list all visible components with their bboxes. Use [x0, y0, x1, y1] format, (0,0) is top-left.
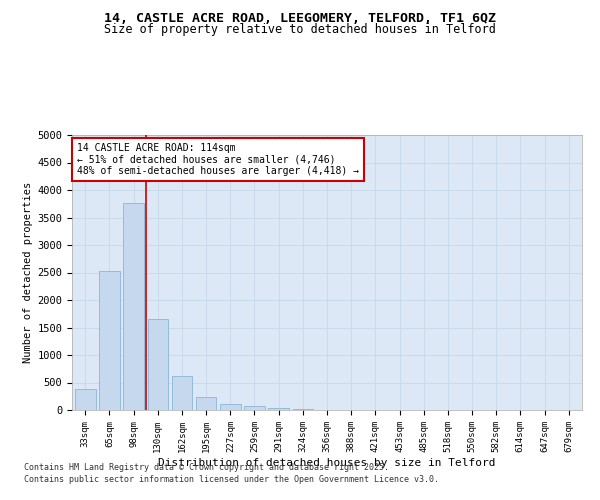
Bar — [148, 320, 168, 410]
Text: 14, CASTLE ACRE ROAD, LEEGOMERY, TELFORD, TF1 6QZ: 14, CASTLE ACRE ROAD, LEEGOMERY, TELFORD… — [104, 12, 496, 26]
Text: Contains HM Land Registry data © Crown copyright and database right 2025.: Contains HM Land Registry data © Crown c… — [24, 464, 389, 472]
Bar — [268, 408, 289, 410]
Bar — [244, 406, 265, 410]
Y-axis label: Number of detached properties: Number of detached properties — [23, 182, 33, 363]
Bar — [75, 388, 95, 410]
Bar — [196, 397, 217, 410]
Text: Size of property relative to detached houses in Telford: Size of property relative to detached ho… — [104, 22, 496, 36]
Text: Contains public sector information licensed under the Open Government Licence v3: Contains public sector information licen… — [24, 475, 439, 484]
Bar — [220, 404, 241, 410]
Bar — [124, 203, 144, 410]
Bar — [99, 272, 120, 410]
Bar — [172, 376, 192, 410]
Text: 14 CASTLE ACRE ROAD: 114sqm
← 51% of detached houses are smaller (4,746)
48% of : 14 CASTLE ACRE ROAD: 114sqm ← 51% of det… — [77, 143, 359, 176]
X-axis label: Distribution of detached houses by size in Telford: Distribution of detached houses by size … — [158, 458, 496, 468]
